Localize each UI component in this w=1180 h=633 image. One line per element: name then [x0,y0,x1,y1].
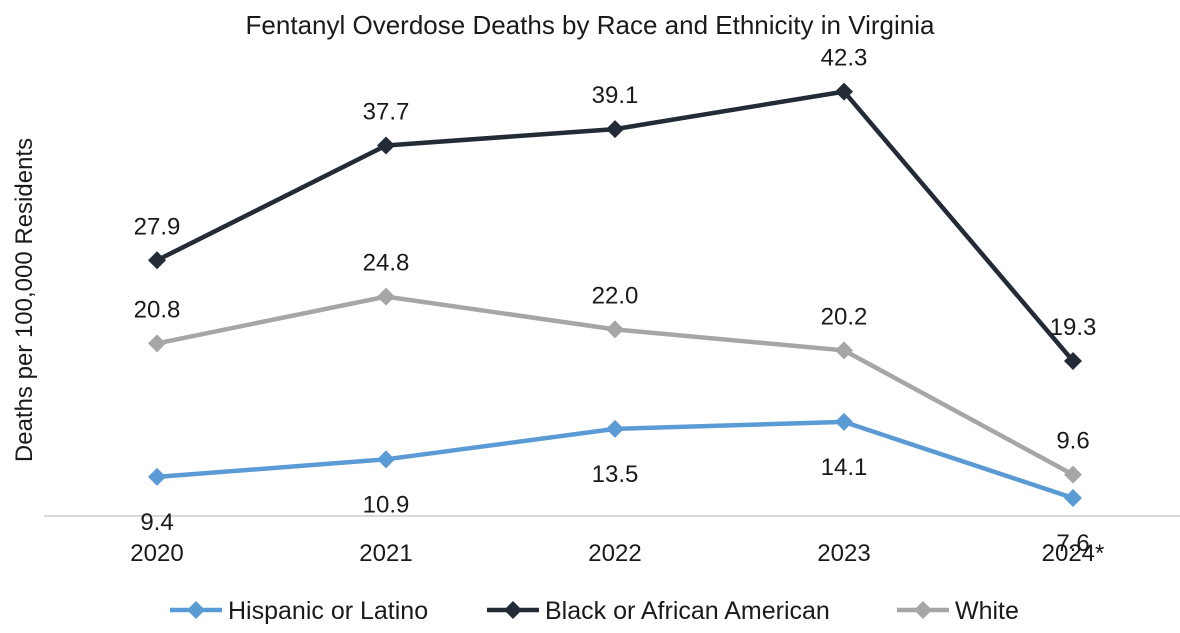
legend-marker [504,601,522,619]
data-label: 24.8 [363,250,410,277]
legend-item-black-or-african-american: Black or African American [487,597,830,625]
data-point-marker [377,136,395,155]
data-point-marker [835,82,853,101]
data-label: 13.5 [592,461,639,488]
data-label: 42.3 [821,45,868,72]
data-point-marker [148,467,166,486]
series-hispanic-or-latino: 9.4 10.9 13.5 14.1 7.6 [140,412,1090,557]
legend-item-white: White [897,597,1019,625]
legend-label: Hispanic or Latino [228,597,428,625]
data-label: 9.6 [1056,428,1089,455]
data-point-marker [148,251,166,270]
data-label: 10.9 [363,491,410,518]
x-tick-label: 2020 [130,540,183,567]
data-point-marker [377,287,395,306]
chart-title: Fentanyl Overdose Deaths by Race and Eth… [246,10,935,40]
data-point-marker [606,419,624,438]
series-layer: 20.8 24.8 22.0 20.2 9.6 9.4 10.9 13.5 14.1 7.6 27.… [134,45,1097,557]
series-white: 20.8 24.8 22.0 20.2 9.6 [134,250,1090,484]
data-label: 37.7 [363,99,410,126]
data-point-marker [377,450,395,469]
data-point-marker [1064,488,1082,507]
legend-marker [187,601,205,619]
x-tick-label: 2021 [359,540,412,567]
data-label: 9.4 [140,509,173,536]
data-label: 39.1 [592,82,639,109]
data-label: 14.1 [821,454,868,481]
x-tick-label: 2023 [817,540,870,567]
data-label: 7.6 [1056,530,1089,557]
data-point-marker [835,412,853,431]
data-point-marker [1064,465,1082,484]
y-axis-label: Deaths per 100,000 Residents [11,138,38,462]
data-label: 27.9 [134,213,181,240]
data-label: 22.0 [592,282,639,309]
data-point-marker [1064,351,1082,370]
x-axis-ticks: 2020 2021 2022 2023 2024* [130,540,1104,567]
data-label: 19.3 [1050,314,1097,341]
data-point-marker [835,341,853,360]
data-point-marker [148,334,166,353]
legend-marker [914,601,932,619]
data-point-marker [606,320,624,339]
data-point-marker [606,120,624,139]
x-tick-label: 2024* [1042,540,1105,567]
x-tick-label: 2022 [588,540,641,567]
data-label: 20.2 [821,303,868,330]
legend-label: Black or African American [545,597,830,625]
legend-label: White [955,597,1019,625]
series-black-or-african-american: 27.9 37.7 39.1 42.3 19.3 [134,45,1097,370]
legend: Hispanic or Latino Black or African Ameri… [170,597,1019,625]
data-label: 20.8 [134,296,181,323]
legend-item-hispanic-or-latino: Hispanic or Latino [170,597,428,625]
